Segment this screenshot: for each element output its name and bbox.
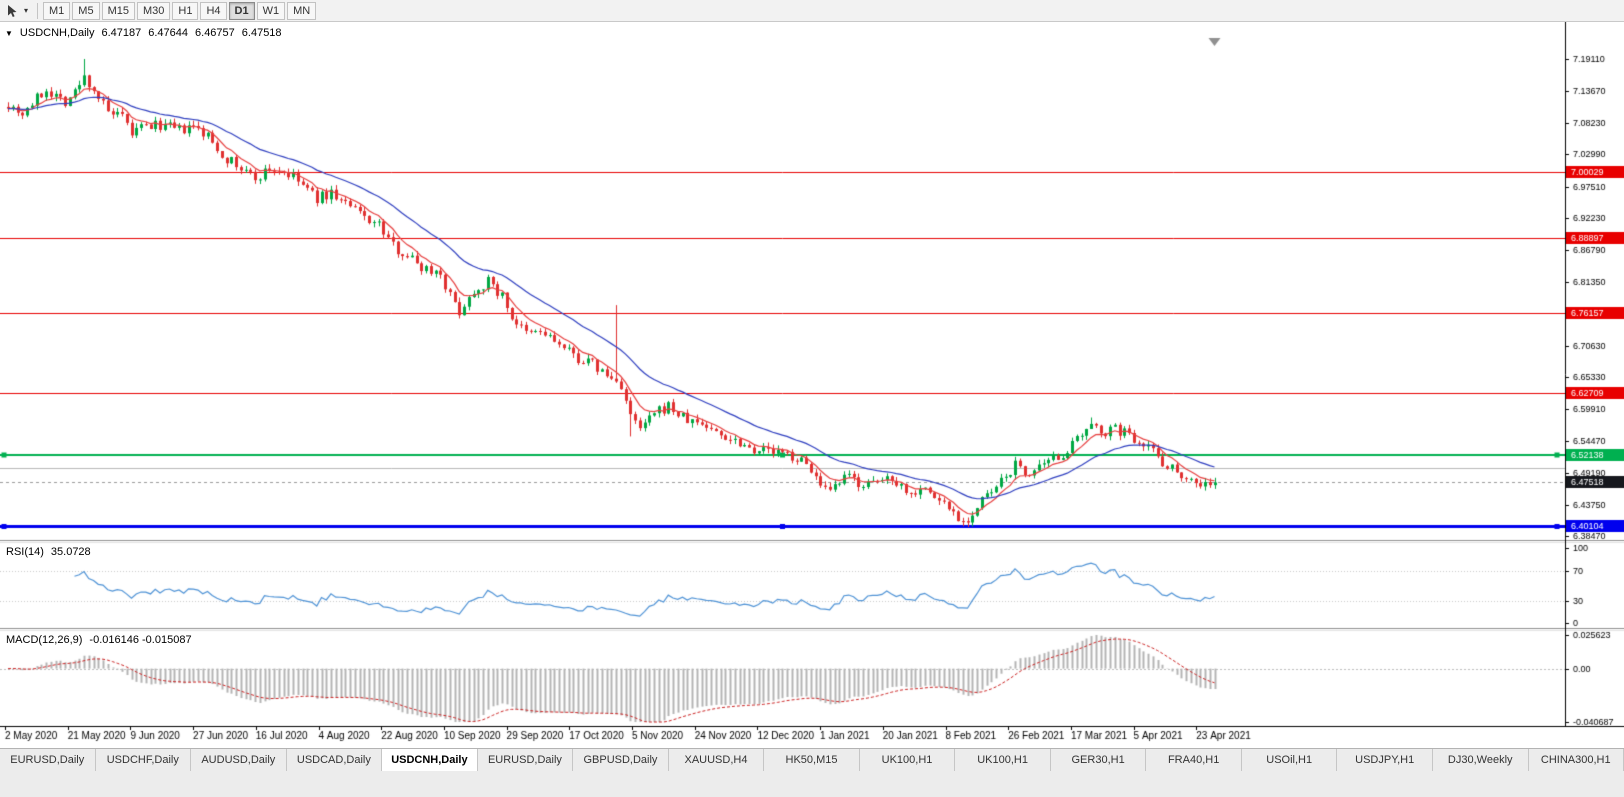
timeframe-button-d1[interactable]: D1 [228, 1, 255, 20]
chart-tab-gbpusd-daily[interactable]: GBPUSD,Daily [573, 749, 669, 771]
toolbar-dropdown-caret-icon[interactable]: ▾ [23, 5, 28, 15]
chart-tab-usdjpy-h1[interactable]: USDJPY,H1 [1337, 749, 1433, 771]
quote-high: 6.47644 [148, 27, 189, 39]
macd-indicator-label: MACD(12,26,9) -0.016146 -0.015087 [6, 634, 192, 646]
chart-tab-eurusd-daily[interactable]: EURUSD,Daily [0, 749, 96, 771]
chart-tab-china300-h1[interactable]: CHINA300,H1 [1528, 749, 1624, 771]
chart-toolbar: ▾ M1 M5 M15 M30 H1 H4 D1 W1 MN [0, 0, 1624, 22]
macd-values: -0.016146 -0.015087 [89, 634, 192, 646]
chart-tab-usdchf-daily[interactable]: USDCHF,Daily [95, 749, 192, 771]
timeframe-button-m1[interactable]: M1 [43, 1, 71, 20]
timeframe-button-m15[interactable]: M15 [101, 1, 135, 20]
chart-tab-hk50-m15[interactable]: HK50,M15 [764, 749, 860, 771]
chart-tab-uk100-h1[interactable]: UK100,H1 [955, 749, 1051, 771]
cursor-tool-icon[interactable] [4, 2, 20, 20]
chart-tab-fra40-h1[interactable]: FRA40,H1 [1146, 749, 1242, 771]
chart-tab-bar: EURUSD,Daily USDCHF,Daily AUDUSD,Daily USDC… [0, 748, 1624, 771]
quote-low: 6.46757 [195, 27, 235, 39]
timeframe-button-mn[interactable]: MN [287, 1, 317, 20]
timeframe-button-m30[interactable]: M30 [136, 1, 171, 20]
pointer-arrow-icon [8, 4, 17, 17]
rsi-value: 35.0728 [50, 546, 91, 558]
collapse-triangle-icon[interactable]: ▼ [5, 28, 13, 38]
chart-tab-usdcad-daily[interactable]: USDCAD,Daily [286, 749, 383, 771]
chart-tab-usdcnh-daily[interactable]: USDCNH,Daily [382, 749, 478, 771]
chart-tab-dj30-weekly[interactable]: DJ30,Weekly [1432, 749, 1529, 771]
chart-tab-usoil-h1[interactable]: USOil,H1 [1241, 749, 1338, 771]
chart-tab-xauusd-h4[interactable]: XAUUSD,H4 [668, 749, 765, 771]
chart-symbol-period: USDCNH,Daily [19, 27, 95, 39]
statusbar-area [0, 771, 1624, 797]
timeframe-button-w1[interactable]: W1 [256, 1, 286, 20]
rsi-indicator-label: RSI(14) 35.0728 [6, 546, 91, 558]
chart-tab-eurusd-daily[interactable]: EURUSD,Daily [477, 749, 574, 771]
toolbar-separator [37, 2, 38, 19]
chart-tab-uk100-h1[interactable]: UK100,H1 [859, 749, 956, 771]
chart-title: ▼ USDCNH,Daily 6.47187 6.47644 6.46757 6… [5, 27, 282, 39]
candlestick-chart-canvas[interactable] [0, 22, 1624, 746]
timeframe-button-h4[interactable]: H4 [200, 1, 227, 20]
timeframe-button-group: M1 M5 M15 M30 H1 H4 D1 W1 MN [43, 1, 318, 20]
timeframe-button-m5[interactable]: M5 [72, 1, 100, 20]
rsi-name: RSI(14) [6, 546, 44, 558]
timeframe-button-h1[interactable]: H1 [172, 1, 199, 20]
quote-close: 6.47518 [241, 27, 282, 39]
quote-open: 6.47187 [101, 27, 142, 39]
chart-tab-ger30-h1[interactable]: GER30,H1 [1050, 749, 1147, 771]
chart-tab-audusd-daily[interactable]: AUDUSD,Daily [191, 749, 287, 771]
macd-name: MACD(12,26,9) [6, 634, 83, 646]
chart-window: ▼ USDCNH,Daily 6.47187 6.47644 6.46757 6… [0, 22, 1624, 746]
